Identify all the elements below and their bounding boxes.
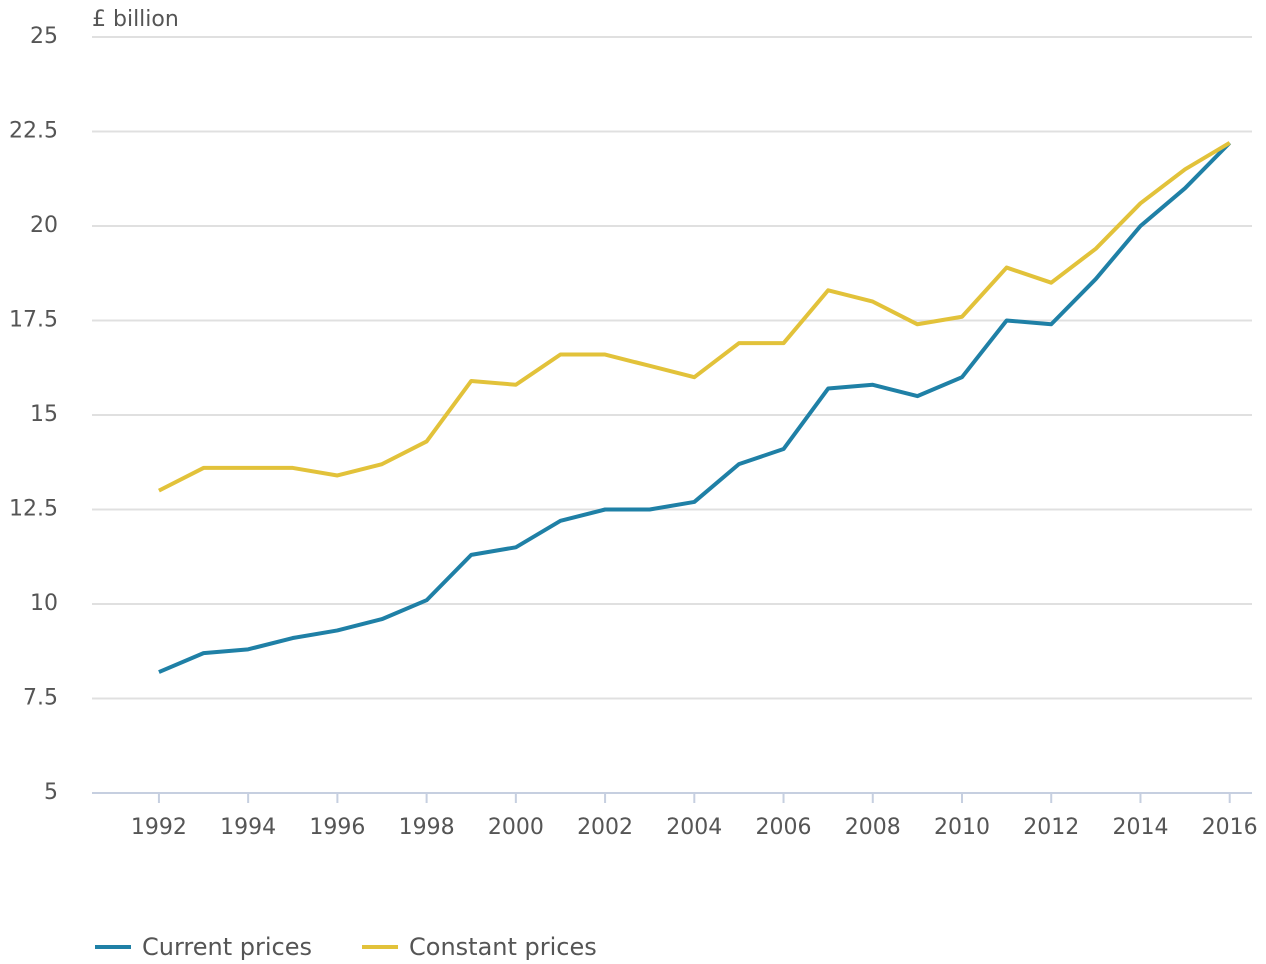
x-tick-label: 2004: [666, 815, 722, 840]
x-tick-label: 2012: [1023, 815, 1079, 840]
series-line: [158, 141, 1232, 674]
y-tick-label: 5: [44, 780, 58, 805]
x-tick-label: 1996: [309, 815, 365, 840]
legend-label: Constant prices: [409, 933, 597, 961]
y-axis-label: £ billion: [92, 7, 179, 32]
y-tick-label: 10: [30, 591, 58, 616]
y-tick-label: 15: [30, 402, 58, 427]
x-tick-label: 2010: [934, 815, 990, 840]
x-tick-label: 1998: [399, 815, 455, 840]
x-tick-label: 2016: [1202, 815, 1258, 840]
y-tick-label: 7.5: [23, 686, 58, 711]
x-tick-label: 2000: [488, 815, 544, 840]
x-tick-label: 2002: [577, 815, 633, 840]
y-tick-label: 22.5: [9, 119, 58, 144]
x-tick-label: 2006: [756, 815, 812, 840]
legend-label: Current prices: [142, 933, 312, 961]
y-tick-label: 25: [30, 24, 58, 49]
x-tick-label: 2014: [1112, 815, 1168, 840]
y-tick-label: 17.5: [9, 308, 58, 333]
x-tick-label: 1994: [220, 815, 276, 840]
y-tick-label: 20: [30, 213, 58, 238]
x-tick-label: 1992: [131, 815, 187, 840]
x-tick-label: 2008: [845, 815, 901, 840]
y-tick-label: 12.5: [9, 497, 58, 522]
series-line: [158, 141, 1231, 493]
